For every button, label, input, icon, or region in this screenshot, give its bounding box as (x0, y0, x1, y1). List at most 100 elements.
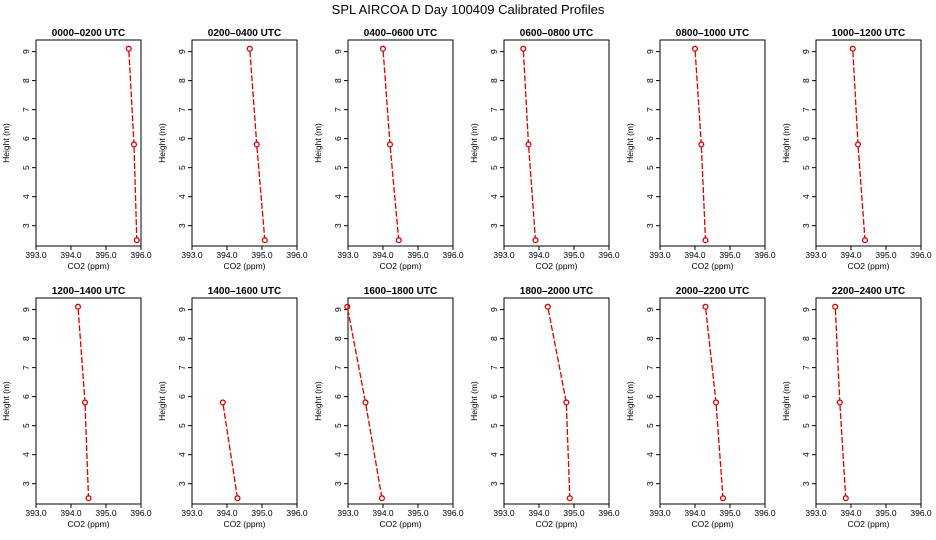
profile-line-segment (382, 51, 391, 142)
y-tick-label: 4 (801, 452, 811, 457)
y-tick-label: 6 (801, 136, 811, 141)
y-tick-label: 5 (333, 165, 343, 170)
x-tick-label: 394.0 (840, 508, 862, 518)
x-tick-label: 394.0 (216, 508, 238, 518)
y-tick-label: 8 (333, 78, 343, 83)
x-tick-label: 396.0 (130, 250, 152, 260)
profile-line-segment (565, 405, 571, 496)
profile-line-segment (365, 404, 383, 496)
y-tick-label: 6 (489, 394, 499, 399)
x-tick-label: 396.0 (754, 508, 776, 518)
y-tick-label: 7 (333, 365, 343, 370)
x-tick-label: 396.0 (754, 250, 776, 260)
data-point (520, 45, 527, 52)
x-tick-label: 393.0 (25, 508, 47, 518)
x-tick-label: 393.0 (493, 250, 515, 260)
y-axis-label: Height (m) (1, 381, 11, 421)
x-tick-label: 393.0 (337, 508, 359, 518)
y-tick-label: 9 (177, 49, 187, 54)
x-tick-label: 394.0 (528, 250, 550, 260)
y-tick-label: 3 (333, 481, 343, 486)
data-point (691, 45, 699, 52)
y-tick-label: 7 (21, 365, 31, 370)
profile-line-segment (694, 51, 702, 142)
y-tick-label: 3 (21, 223, 31, 228)
y-tick-label: 3 (801, 481, 811, 486)
panel-title: 0800–1000 UTC (676, 28, 749, 39)
plot-frame (503, 39, 610, 247)
data-point (532, 237, 539, 244)
y-tick-label: 5 (801, 423, 811, 428)
y-tick-label: 8 (177, 78, 187, 83)
y-tick-label: 9 (801, 49, 811, 54)
y-tick-label: 5 (645, 165, 655, 170)
profile-line-segment (528, 146, 536, 238)
profile-line-segment (857, 146, 866, 238)
data-point (246, 45, 253, 52)
x-tick-label: 394.0 (60, 508, 82, 518)
y-tick-label: 8 (645, 78, 655, 83)
y-tick-label: 6 (177, 394, 187, 399)
x-tick-label: 396.0 (598, 508, 620, 518)
x-axis-label: CO2 (ppm) (691, 519, 733, 529)
plot-frame (503, 297, 610, 505)
y-axis-label: Height (m) (781, 381, 791, 421)
y-axis-label: Height (m) (469, 381, 479, 421)
panel-title: 2000–2200 UTC (676, 286, 749, 297)
y-tick-label: 7 (645, 107, 655, 112)
y-tick-label: 3 (21, 481, 31, 486)
y-tick-label: 7 (489, 365, 499, 370)
x-tick-label: 394.0 (60, 250, 82, 260)
data-point (386, 141, 394, 148)
data-point (362, 399, 369, 406)
y-tick-label: 6 (21, 136, 31, 141)
data-point (525, 141, 532, 148)
y-axis-label: Height (m) (625, 123, 635, 163)
y-tick-label: 5 (645, 423, 655, 428)
x-tick-label: 396.0 (442, 508, 464, 518)
panel-11: 2000–2200 UTC 393.0 394.0 395.0 396.0 3 4 5 6 7 8 9… (625, 286, 776, 529)
x-axis-label: CO2 (ppm) (535, 261, 577, 271)
x-tick-label: 395.0 (407, 250, 429, 260)
x-tick-label: 395.0 (95, 508, 117, 518)
x-tick-label: 396.0 (286, 508, 308, 518)
y-tick-label: 4 (645, 452, 655, 457)
plot-frame (35, 297, 142, 505)
y-axis-label: Height (m) (313, 381, 323, 421)
y-tick-label: 4 (489, 452, 499, 457)
x-tick-label: 394.0 (840, 250, 862, 260)
profile-line-segment (389, 146, 400, 238)
y-tick-label: 5 (177, 423, 187, 428)
y-tick-label: 8 (489, 336, 499, 341)
panel-9: 1600–1800 UTC 393.0 394.0 395.0 396.0 3 4 5 6 7 8 9… (313, 286, 464, 529)
panel-10: 1800–2000 UTC 393.0 394.0 395.0 396.0 3 4 5 6 7 8 9… (469, 286, 620, 529)
profile-line-segment (705, 309, 717, 400)
y-tick-label: 8 (801, 336, 811, 341)
y-tick-label: 4 (21, 194, 31, 199)
x-tick-label: 393.0 (649, 250, 671, 260)
profile-line-segment (77, 309, 86, 400)
data-point (395, 237, 402, 244)
data-point (253, 141, 260, 148)
data-point (74, 303, 82, 310)
panels-grid: 0000–0200 UTC 393.0 394.0 395.0 396.0 3 4 5 6 7 8 9… (1, 28, 932, 529)
plot-frame (659, 297, 766, 505)
y-tick-label: 7 (177, 107, 187, 112)
panel-4: 0600–0800 UTC 393.0 394.0 395.0 396.0 3 4 5 6 7 8 9… (469, 28, 620, 271)
y-tick-label: 8 (645, 336, 655, 341)
x-axis-label: CO2 (ppm) (67, 261, 109, 271)
x-tick-label: 396.0 (442, 250, 464, 260)
data-point (544, 303, 551, 310)
x-axis-label: CO2 (ppm) (535, 519, 577, 529)
panel-title: 0400–0600 UTC (364, 28, 437, 39)
y-tick-label: 6 (21, 394, 31, 399)
plot-frame (815, 297, 922, 505)
y-tick-label: 9 (645, 49, 655, 54)
data-point (85, 495, 92, 502)
x-tick-label: 395.0 (95, 250, 117, 260)
x-tick-label: 393.0 (805, 250, 827, 260)
y-tick-label: 3 (333, 223, 343, 228)
panel-title: 1000–1200 UTC (832, 28, 905, 39)
figure-title: SPL AIRCOA D Day 100409 Calibrated Profi… (332, 2, 605, 17)
x-axis-label: CO2 (ppm) (847, 519, 889, 529)
